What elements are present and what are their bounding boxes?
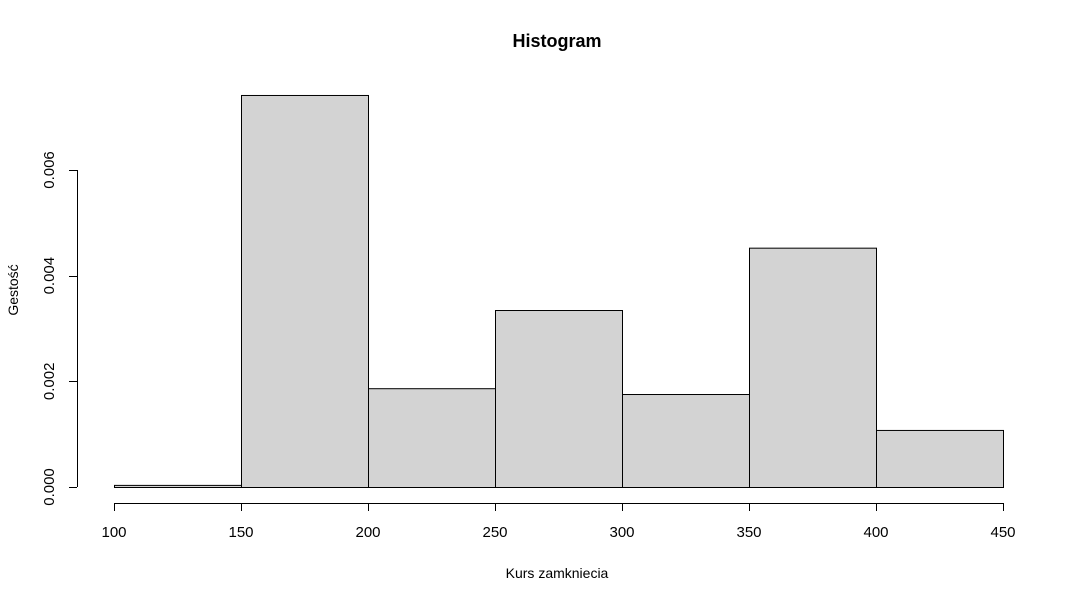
y-axis: 0.000 0.002 0.004 0.006 <box>41 151 78 506</box>
x-tick-label: 150 <box>228 524 253 541</box>
x-tick-label: 450 <box>990 524 1015 541</box>
histogram-bar <box>876 429 1004 489</box>
chart-title: Histogram <box>512 31 601 51</box>
histogram-bar <box>241 94 369 489</box>
y-axis-label: Gestość <box>5 264 21 315</box>
x-tick-label: 100 <box>101 524 126 541</box>
histogram-bar <box>495 310 623 488</box>
x-tick-label: 300 <box>609 524 634 541</box>
y-tick-label: 0.004 <box>41 257 58 295</box>
histogram-bar <box>114 484 242 488</box>
x-tick-label: 250 <box>482 524 507 541</box>
bars-group <box>114 94 1004 489</box>
histogram-bar <box>368 388 496 488</box>
x-tick-label: 350 <box>736 524 761 541</box>
y-tick-label: 0.002 <box>41 363 58 401</box>
x-tick-label: 200 <box>355 524 380 541</box>
x-tick-label: 400 <box>863 524 888 541</box>
y-tick-label: 0.006 <box>41 151 58 189</box>
histogram-bar <box>622 394 750 488</box>
histogram-bar <box>749 247 877 488</box>
y-tick-label: 0.000 <box>41 468 58 506</box>
x-axis-label: Kurs zamkniecia <box>506 565 609 581</box>
x-axis: 100 150 200 250 300 350 400 450 <box>101 503 1016 541</box>
